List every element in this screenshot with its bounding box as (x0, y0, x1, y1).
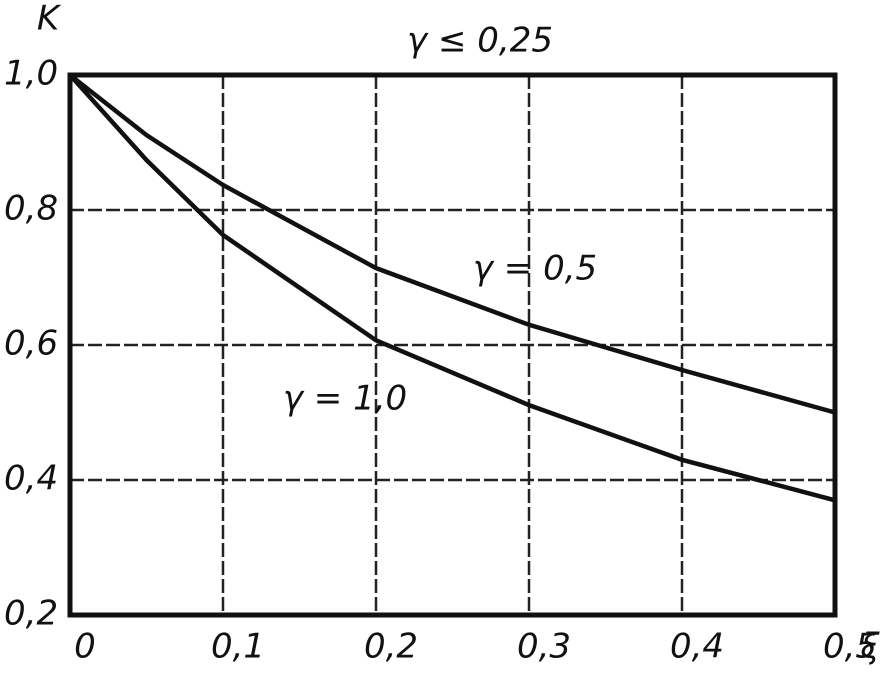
x-axis-label: ξ (860, 627, 881, 667)
y-tick-label: 0,8 (4, 189, 58, 229)
series-label: γ = 1,0 (283, 379, 407, 419)
x-tick-label: 0,4 (670, 627, 724, 667)
x-tick-label: 0,5 (823, 627, 877, 667)
line-series (68, 73, 836, 503)
series-label: γ = 0,5 (473, 249, 597, 289)
y-tick-label: 1,0 (4, 54, 58, 94)
x-tick-label: 0,2 (364, 627, 418, 667)
series-label: γ ≤ 0,25 (407, 21, 553, 61)
y-tick-label: 0,2 (4, 594, 58, 634)
x-tick-label: 0,1 (211, 627, 265, 667)
x-tick-label: 0,3 (517, 627, 571, 667)
line-series (68, 73, 836, 415)
x-tick-label: 0 (74, 627, 96, 667)
y-axis-label: K (37, 0, 62, 39)
y-tick-label: 0,4 (4, 459, 58, 499)
y-tick-label: 0,6 (4, 324, 58, 364)
